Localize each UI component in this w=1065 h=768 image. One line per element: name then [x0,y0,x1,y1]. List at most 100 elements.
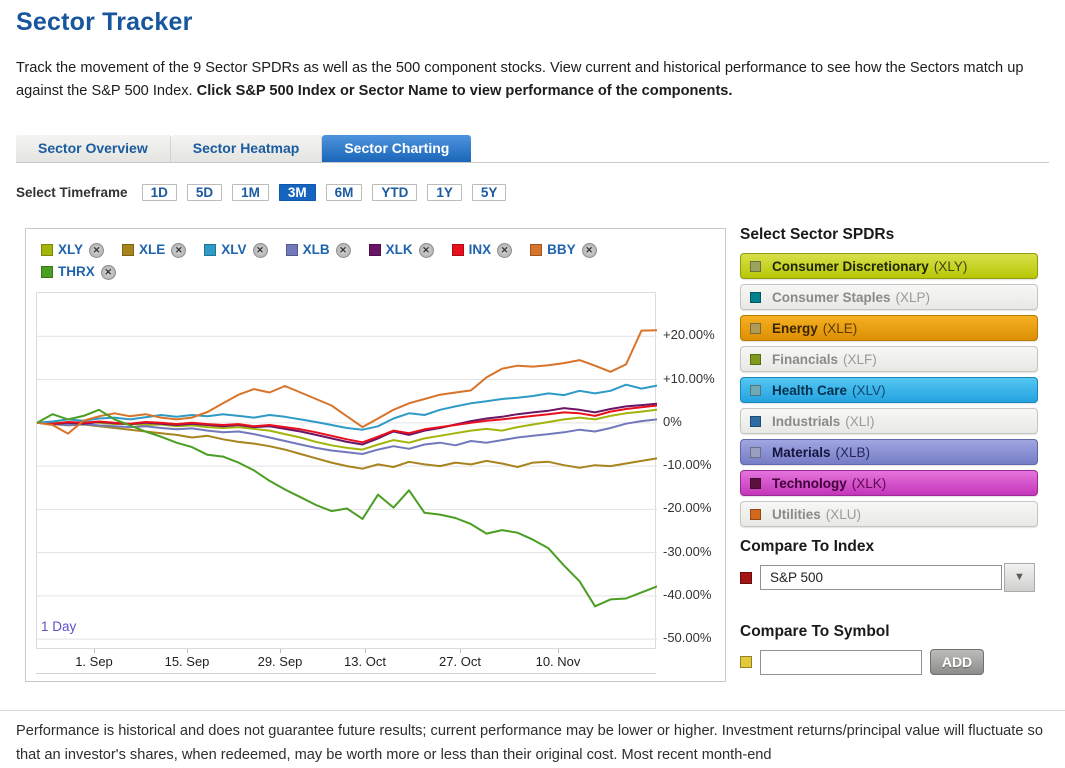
sector-name: Materials [772,445,831,460]
series-color-swatch [286,244,298,256]
legend-chip-thrx: THRX✕ [41,262,116,282]
sector-button-xlu[interactable]: Utilities (XLU) [740,501,1038,527]
legend-chip-bby: BBY ✕ [530,240,597,260]
legend-chip-xlb: XLB ✕ [286,240,351,260]
timeframe-button-ytd[interactable]: YTD [372,184,417,201]
x-axis-tick [460,649,461,653]
compare-symbol-row: ADD [740,649,1040,675]
y-axis-tick-label: +20.00% [663,327,715,342]
sector-button-xlv[interactable]: Health Care (XLV) [740,377,1038,403]
sector-ticker: (XLB) [836,445,871,460]
legend-chip-xlk: XLK ✕ [369,240,434,260]
y-axis-tick-label: -50.00% [663,630,711,645]
series-color-swatch [41,244,53,256]
sector-ticker: (XLE) [823,321,858,336]
symbol-input[interactable] [760,650,922,675]
remove-series-icon[interactable]: ✕ [497,243,512,258]
series-color-swatch [122,244,134,256]
sector-color-swatch [750,323,761,334]
sector-name: Consumer Discretionary [772,259,929,274]
sector-name: Industrials [772,414,840,429]
spdr-heading: Select Sector SPDRs [740,226,1040,244]
remove-series-icon[interactable]: ✕ [336,243,351,258]
sector-button-xlb[interactable]: Materials (XLB) [740,439,1038,465]
y-axis-tick-label: -20.00% [663,500,711,515]
remove-series-icon[interactable]: ✕ [582,243,597,258]
chevron-down-icon: ▼ [1014,571,1025,583]
sector-ticker: (XLK) [852,476,887,491]
footer-disclaimer: Performance is historical and does not g… [16,719,1060,767]
series-color-swatch [204,244,216,256]
sector-button-xli[interactable]: Industrials (XLI) [740,408,1038,434]
timeframe-button-1m[interactable]: 1M [232,184,269,201]
x-axis: 1. Sep15. Sep29. Sep13. Oct27. Oct10. No… [36,649,656,674]
chart-legend: XLY✕XLE✕XLV✕XLB✕XLK✕INX✕BBY✕THRX✕ [41,240,661,284]
tab-bar: Sector OverviewSector HeatmapSector Char… [16,135,1049,163]
x-axis-tick [280,649,281,653]
timeframe-button-1y[interactable]: 1Y [427,184,462,201]
sector-ticker: (XLU) [826,507,861,522]
sector-button-xly[interactable]: Consumer Discretionary(XLY) [740,253,1038,279]
timeframe-bar: Select Timeframe 1D5D1M3M6MYTD1Y5Y [16,179,516,206]
x-axis-tick-label: 29. Sep [258,654,303,669]
sector-name: Financials [772,352,838,367]
sector-color-swatch [750,261,761,272]
sector-button-xlp[interactable]: Consumer Staples(XLP) [740,284,1038,310]
remove-series-icon[interactable]: ✕ [419,243,434,258]
legend-symbol-label: XLE [139,240,165,260]
timeframe-button-5y[interactable]: 5Y [472,184,507,201]
legend-chip-inx: INX✕ [452,240,513,260]
timeframe-button-3m[interactable]: 3M [279,184,316,201]
remove-series-icon[interactable]: ✕ [101,265,116,280]
sector-name: Utilities [772,507,821,522]
description-bold: Click S&P 500 Index or Sector Name to vi… [197,83,733,99]
sector-color-swatch [750,354,761,365]
legend-symbol-label: XLB [303,240,330,260]
chart-panel: XLY✕XLE✕XLV✕XLB✕XLK✕INX✕BBY✕THRX✕ +20.00… [25,228,726,682]
index-select-input[interactable] [760,565,1002,590]
y-axis-tick-label: -40.00% [663,587,711,602]
sector-ticker: (XLF) [843,352,877,367]
timeframe-button-1d[interactable]: 1D [142,184,177,201]
tab-sector-overview[interactable]: Sector Overview [16,135,171,162]
sector-ticker: (XLI) [845,414,874,429]
index-dropdown-button[interactable]: ▼ [1004,563,1035,592]
legend-symbol-label: BBY [547,240,576,260]
x-axis-tick [558,649,559,653]
y-axis-tick-label: 0% [663,414,682,429]
sector-name: Technology [772,476,847,491]
series-color-swatch [41,266,53,278]
legend-symbol-label: XLK [386,240,413,260]
sector-color-swatch [750,292,761,303]
sector-button-xle[interactable]: Energy(XLE) [740,315,1038,341]
sector-name: Health Care [772,383,847,398]
sector-button-xlk[interactable]: Technology (XLK) [740,470,1038,496]
y-axis-tick-label: -30.00% [663,544,711,559]
chart-plot-area [36,292,656,649]
sector-button-xlf[interactable]: Financials (XLF) [740,346,1038,372]
sector-color-swatch [750,509,761,520]
sector-ticker: (XLV) [852,383,886,398]
series-color-swatch [530,244,542,256]
legend-symbol-label: XLY [58,240,83,260]
series-color-swatch [369,244,381,256]
index-color-swatch [740,572,752,584]
legend-symbol-label: XLV [221,240,246,260]
add-symbol-button[interactable]: ADD [930,649,984,675]
sector-color-swatch [750,478,761,489]
timeframe-button-5d[interactable]: 5D [187,184,222,201]
x-axis-tick [94,649,95,653]
compare-symbol-heading: Compare To Symbol [740,623,1040,641]
remove-series-icon[interactable]: ✕ [171,243,186,258]
timeframe-button-6m[interactable]: 6M [326,184,363,201]
series-line-inx [37,406,657,443]
one-day-link[interactable]: 1 Day [41,619,76,634]
tab-sector-charting[interactable]: Sector Charting [322,135,471,162]
remove-series-icon[interactable]: ✕ [89,243,104,258]
remove-series-icon[interactable]: ✕ [253,243,268,258]
footer-divider [0,710,1065,711]
sector-ticker: (XLP) [896,290,931,305]
series-line-xle [37,423,657,469]
tab-sector-heatmap[interactable]: Sector Heatmap [171,135,323,162]
line-chart-svg [37,293,657,650]
